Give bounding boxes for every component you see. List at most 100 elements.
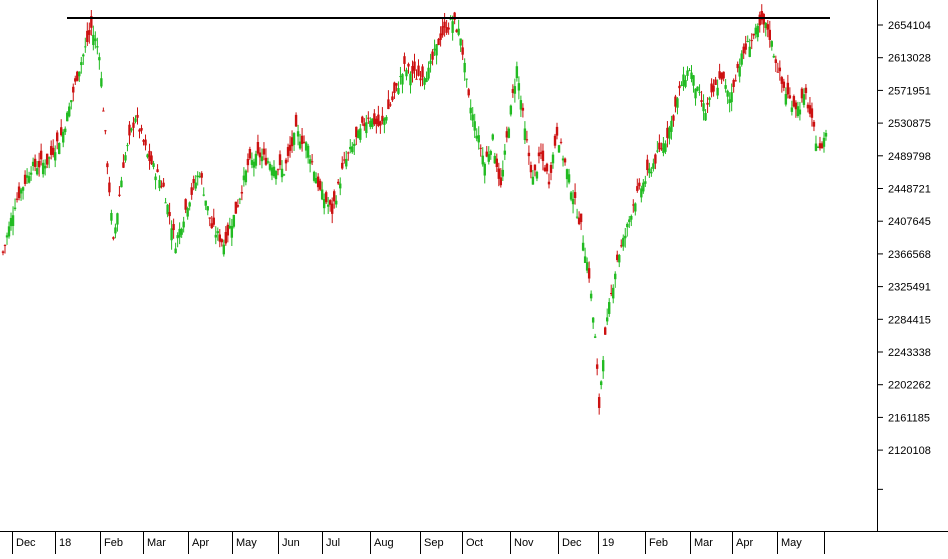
candle-body bbox=[415, 78, 418, 80]
candle-body bbox=[84, 46, 87, 48]
x-tick-label: Mar bbox=[147, 537, 166, 549]
candle-body bbox=[648, 168, 651, 174]
candle-body bbox=[714, 79, 717, 85]
y-tick-label: 2284415 bbox=[888, 314, 931, 326]
candle-body bbox=[571, 198, 575, 205]
candle-body bbox=[606, 317, 609, 322]
candle-body bbox=[316, 176, 320, 188]
candle-body bbox=[29, 172, 33, 175]
candle-body bbox=[228, 225, 232, 229]
candle-body bbox=[531, 176, 535, 185]
candle-body bbox=[124, 155, 127, 161]
candle-body bbox=[335, 200, 338, 205]
candle-body bbox=[443, 21, 446, 28]
candle-body bbox=[762, 13, 765, 25]
y-tick-label: 2530875 bbox=[888, 118, 931, 130]
x-tick-label: Feb bbox=[104, 537, 123, 549]
candle-body bbox=[114, 227, 117, 234]
candle-body bbox=[471, 114, 474, 121]
candle-body bbox=[268, 163, 272, 170]
candle-body bbox=[557, 145, 561, 153]
candle-body bbox=[612, 287, 615, 299]
candle-body bbox=[174, 248, 177, 254]
candle-body bbox=[463, 62, 466, 73]
candle-body bbox=[74, 78, 77, 82]
candle-body bbox=[754, 27, 757, 35]
candle-body bbox=[238, 198, 242, 200]
candle-body bbox=[19, 189, 23, 194]
candle-body bbox=[728, 99, 731, 104]
candle-body bbox=[244, 170, 248, 183]
x-tick-label: May bbox=[236, 537, 257, 549]
candle-body bbox=[465, 78, 468, 80]
y-tick-label: 2366568 bbox=[888, 249, 931, 261]
candle-body bbox=[45, 153, 49, 165]
x-tick-label: May bbox=[781, 537, 802, 549]
x-tick-label: Dec bbox=[16, 537, 36, 549]
candle-body bbox=[33, 158, 37, 167]
candle-body bbox=[72, 86, 75, 93]
candle-body bbox=[640, 188, 643, 198]
candle-body bbox=[341, 162, 344, 169]
candle-body bbox=[92, 34, 95, 46]
candle-body bbox=[497, 168, 501, 179]
candle-body bbox=[41, 162, 45, 175]
x-tick-label: Mar bbox=[694, 537, 713, 549]
candle-body bbox=[431, 51, 434, 60]
candle-body bbox=[642, 182, 645, 192]
candle-body bbox=[144, 139, 147, 146]
candle-body bbox=[417, 65, 420, 76]
candle-body bbox=[102, 110, 105, 112]
candle-body bbox=[260, 156, 264, 162]
candle-body bbox=[429, 60, 432, 64]
candle-body bbox=[274, 171, 278, 180]
candle-body bbox=[638, 182, 641, 187]
candle-body bbox=[706, 102, 709, 105]
candle-body bbox=[419, 78, 422, 81]
candle-body bbox=[130, 128, 133, 131]
candle-body bbox=[94, 38, 97, 42]
candle-body bbox=[477, 135, 480, 143]
candle-body bbox=[391, 96, 394, 101]
candle-body bbox=[527, 152, 531, 157]
candle-body bbox=[11, 215, 15, 226]
candle-body bbox=[670, 120, 673, 132]
candle-body bbox=[724, 85, 727, 89]
y-tick-label: 2489798 bbox=[888, 151, 931, 163]
candle-body bbox=[27, 176, 31, 183]
candle-body bbox=[210, 223, 213, 229]
candle-body bbox=[618, 255, 621, 263]
candle-body bbox=[308, 159, 312, 164]
candle-body bbox=[60, 127, 63, 136]
candle-body bbox=[545, 163, 549, 172]
candle-body bbox=[720, 72, 723, 80]
candle-body bbox=[519, 100, 523, 110]
candle-body bbox=[421, 66, 424, 78]
candle-body bbox=[395, 83, 398, 86]
candle-body bbox=[782, 81, 786, 88]
candle-body bbox=[616, 254, 619, 261]
candle-body bbox=[820, 143, 824, 149]
candle-body bbox=[49, 146, 53, 155]
candle-body bbox=[110, 212, 113, 221]
candle-body bbox=[216, 231, 219, 234]
candle-body bbox=[206, 206, 209, 211]
candle-body bbox=[82, 54, 85, 57]
candle-body bbox=[232, 214, 236, 227]
candle-body bbox=[104, 130, 107, 132]
candle-body bbox=[792, 96, 796, 107]
candle-body bbox=[405, 69, 408, 77]
candle-body bbox=[814, 143, 818, 151]
candle-body bbox=[401, 74, 404, 85]
candle-body bbox=[798, 109, 802, 115]
candle-body bbox=[587, 268, 591, 279]
candle-body bbox=[407, 63, 410, 67]
candle-body bbox=[152, 163, 155, 167]
x-tick-label: Nov bbox=[514, 537, 534, 549]
candle-body bbox=[222, 244, 226, 255]
candle-body bbox=[461, 47, 464, 55]
candle-body bbox=[650, 171, 653, 174]
candle-body bbox=[300, 135, 304, 144]
candle-body bbox=[644, 181, 647, 184]
candle-body bbox=[328, 200, 332, 205]
